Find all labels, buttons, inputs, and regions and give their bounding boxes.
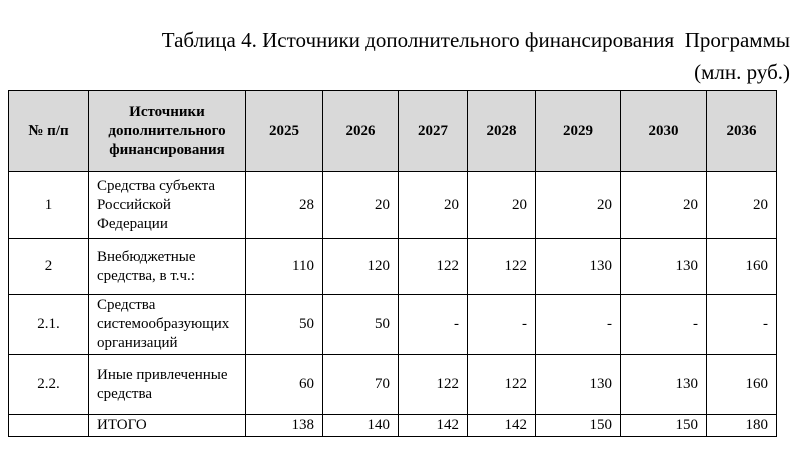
amount-cell: 160 bbox=[706, 354, 777, 415]
amount-cell: 20 bbox=[322, 171, 399, 239]
amount-cell: 20 bbox=[706, 171, 777, 239]
row-index: 2.1. bbox=[8, 294, 89, 355]
header-cell: 2025 bbox=[245, 90, 323, 172]
amount-cell: 122 bbox=[467, 238, 536, 295]
row-index: 2.2. bbox=[8, 354, 89, 415]
table-title: Таблица 4. Источники дополнительного фин… bbox=[161, 28, 790, 52]
amount-cell: 60 bbox=[245, 354, 323, 415]
header-cell: Источники дополнительного финансирования bbox=[88, 90, 246, 172]
total-amount: 140 bbox=[322, 414, 399, 437]
amount-cell: - bbox=[706, 294, 777, 355]
total-amount: 142 bbox=[467, 414, 536, 437]
header-cell: 2026 bbox=[322, 90, 399, 172]
header-cell: 2030 bbox=[620, 90, 707, 172]
total-label: ИТОГО bbox=[88, 414, 246, 437]
amount-cell: 50 bbox=[322, 294, 399, 355]
total-amount: 150 bbox=[535, 414, 621, 437]
header-cell: 2028 bbox=[467, 90, 536, 172]
row-index: 1 bbox=[8, 171, 89, 239]
amount-cell: 20 bbox=[535, 171, 621, 239]
header-row: № п/п Источники дополнительного финансиро… bbox=[8, 90, 777, 172]
table-units: (млн. руб.) bbox=[694, 60, 790, 84]
amount-cell: 110 bbox=[245, 238, 323, 295]
amount-cell: - bbox=[398, 294, 468, 355]
funding-table: № п/п Источники дополнительного финансиро… bbox=[8, 90, 777, 437]
total-amount: 180 bbox=[706, 414, 777, 437]
amount-cell: 122 bbox=[398, 238, 468, 295]
amount-cell: 120 bbox=[322, 238, 399, 295]
amount-cell: 130 bbox=[620, 238, 707, 295]
header-cell: 2027 bbox=[398, 90, 468, 172]
header-cell: 2029 bbox=[535, 90, 621, 172]
source-name: Средства системообразующих организаций bbox=[88, 294, 246, 355]
table-row: 2.1. Средства системообразующих организац… bbox=[8, 294, 777, 355]
empty-cell bbox=[8, 414, 89, 437]
table-row: 2 Внебюджетные средства, в т.ч.: 110 120 122… bbox=[8, 238, 777, 295]
amount-cell: 20 bbox=[398, 171, 468, 239]
amount-cell: 130 bbox=[620, 354, 707, 415]
amount-cell: 70 bbox=[322, 354, 399, 415]
source-name: Средства субъекта Российской Федерации bbox=[88, 171, 246, 239]
amount-cell: 160 bbox=[706, 238, 777, 295]
amount-cell: - bbox=[467, 294, 536, 355]
header-cell: № п/п bbox=[8, 90, 89, 172]
amount-cell: 122 bbox=[398, 354, 468, 415]
total-amount: 138 bbox=[245, 414, 323, 437]
total-amount: 150 bbox=[620, 414, 707, 437]
source-name: Иные привлеченные средства bbox=[88, 354, 246, 415]
amount-cell: 130 bbox=[535, 238, 621, 295]
amount-cell: 20 bbox=[467, 171, 536, 239]
amount-cell: 130 bbox=[535, 354, 621, 415]
total-amount: 142 bbox=[398, 414, 468, 437]
table-row: 1 Средства субъекта Российской Федерации 2… bbox=[8, 171, 777, 239]
amount-cell: 20 bbox=[620, 171, 707, 239]
header-cell: 2036 bbox=[706, 90, 777, 172]
amount-cell: 122 bbox=[467, 354, 536, 415]
amount-cell: 50 bbox=[245, 294, 323, 355]
row-index: 2 bbox=[8, 238, 89, 295]
amount-cell: - bbox=[535, 294, 621, 355]
table-row: 2.2. Иные привлеченные средства 60 70 122 122… bbox=[8, 354, 777, 415]
amount-cell: 28 bbox=[245, 171, 323, 239]
amount-cell: - bbox=[620, 294, 707, 355]
total-row: ИТОГО 138 140 142 142 150 150 180 bbox=[8, 414, 777, 437]
source-name: Внебюджетные средства, в т.ч.: bbox=[88, 238, 246, 295]
